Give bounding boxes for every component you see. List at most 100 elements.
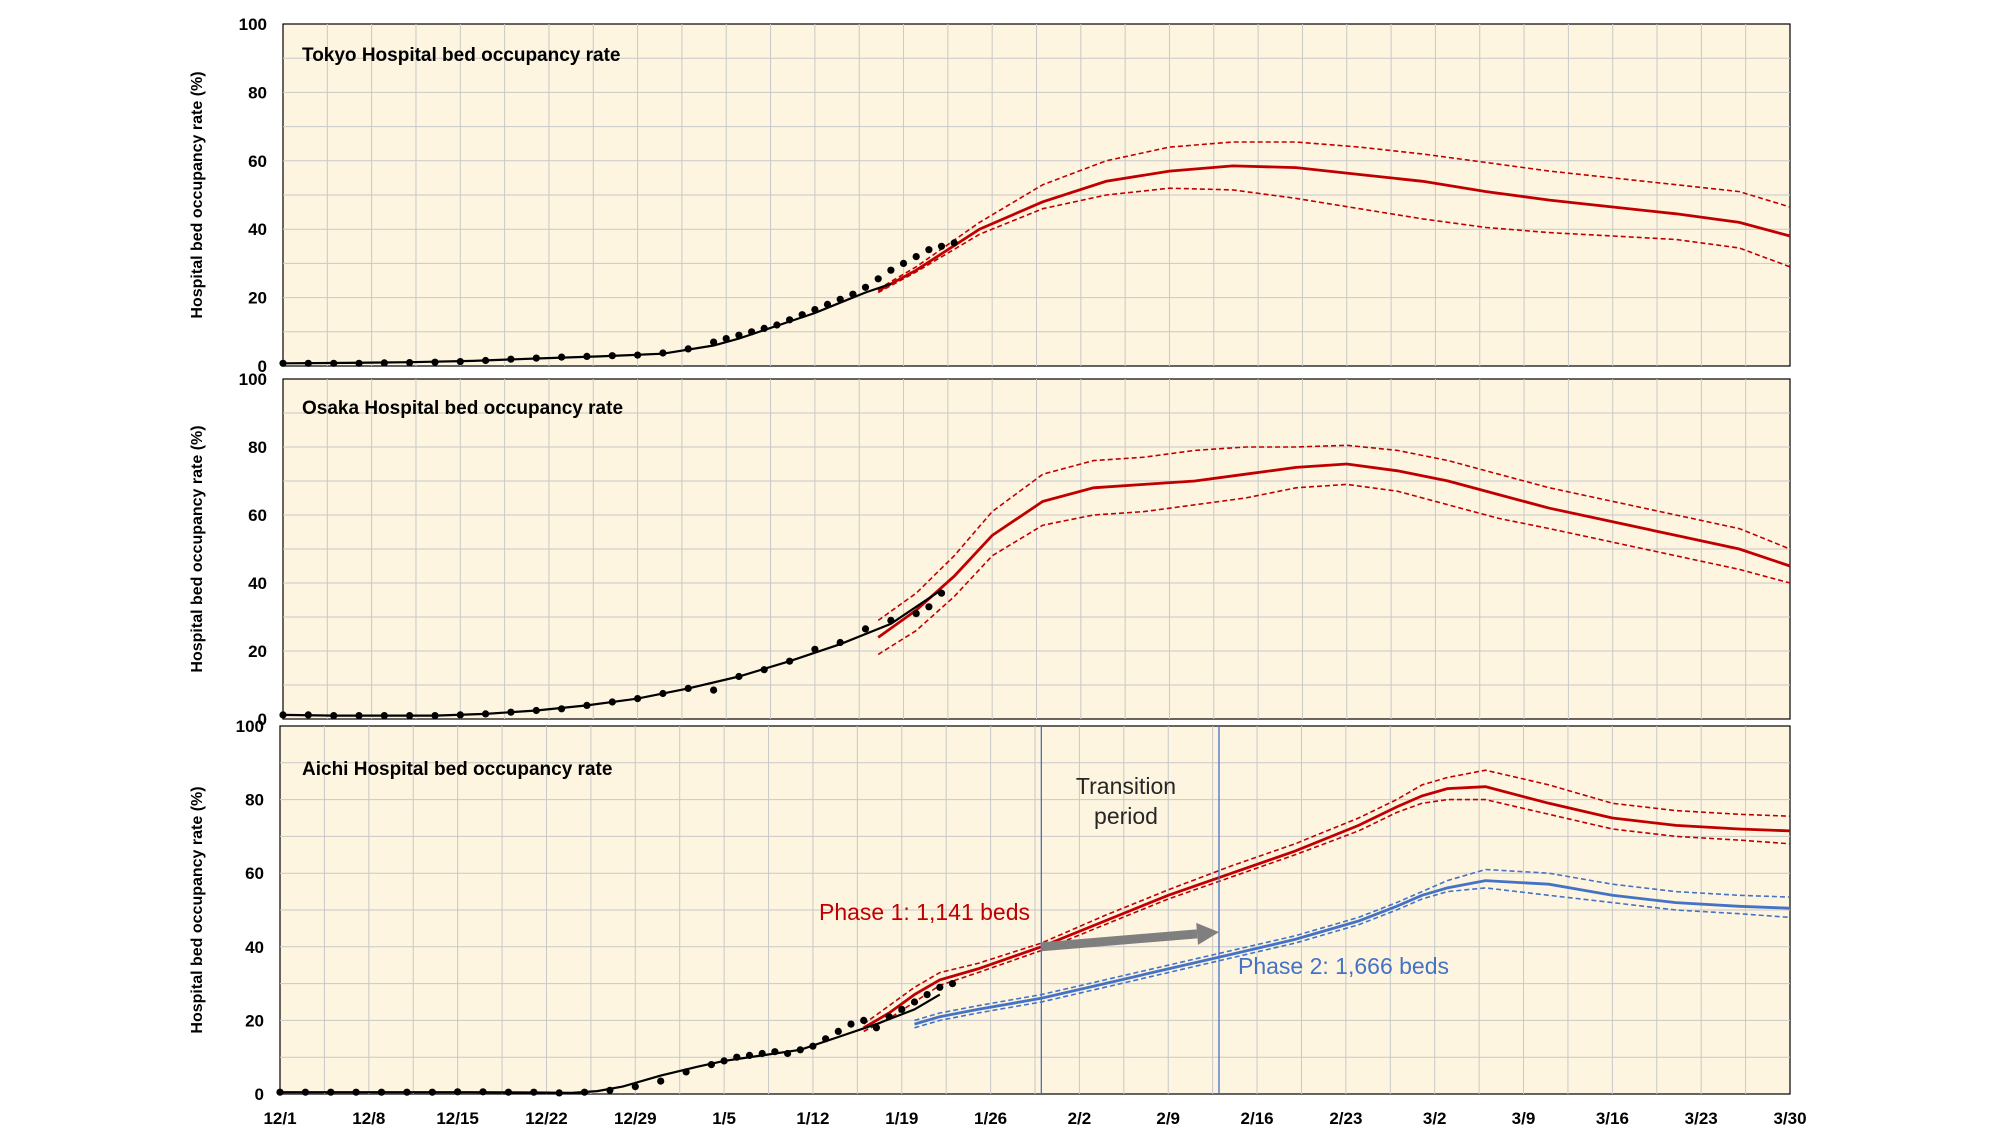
osaka-grid [283,379,1790,719]
observed-point [860,1016,868,1024]
observed-point [555,1089,563,1097]
confidence-bound-line [863,798,1791,1033]
observed-point [849,290,857,298]
observed-point [631,1083,639,1091]
phase1-label: Phase 1: 1,141 beds [819,899,1030,925]
y-tick-label: 40 [245,938,264,957]
y-tick-label: 80 [248,83,267,102]
x-tick-label: 12/15 [436,1109,479,1125]
observed-point [912,610,920,618]
observed-point [608,698,616,706]
observed-point [912,253,920,261]
observed-point [659,349,667,357]
observed-point [923,991,931,999]
y-tick-label: 0 [258,357,267,376]
y-tick-label: 80 [245,791,264,810]
observed-point [380,712,388,720]
observed-point [380,359,388,367]
observed-point [279,711,287,719]
observed-point [482,356,490,365]
observed-point [583,701,591,710]
aichi-grid [280,726,1790,1094]
projection-line [877,164,1791,293]
confidence-bound-line [863,769,1791,1025]
observed-point [796,1046,804,1054]
observed-point [733,1053,741,1061]
observed-point [532,706,540,715]
y-tick-label: 100 [236,717,264,736]
x-tick-label: 2/16 [1241,1109,1274,1125]
observed-point [606,1086,614,1094]
observed-point [406,359,414,367]
observed-point [936,983,944,991]
observed-point [482,710,490,718]
confidence-bound-line [877,483,1791,656]
observed-point [479,1088,487,1096]
observed-point [532,354,540,362]
observed-point [874,275,882,283]
y-tick-label: 40 [248,574,267,593]
observed-point [456,711,464,719]
x-tick-label: 12/8 [352,1109,385,1125]
x-tick-label: 1/26 [974,1109,1007,1125]
aichi-panel-title: Aichi Hospital bed occupancy rate [302,759,612,780]
observed-point [887,616,895,625]
aichi-marks [276,726,1791,1097]
y-tick-label: 60 [248,152,267,171]
confidence-bound-line [877,141,1791,290]
aichi-y-axis-label: Hospital bed occupancy rate (%) [189,786,206,1033]
observed-point [811,306,819,314]
observed-point [758,1049,766,1058]
projection-line [877,462,1791,639]
observed-point [773,321,781,329]
observed-point [634,351,642,359]
y-tick-label: 0 [258,710,267,729]
confidence-bound-line [914,887,1791,1029]
observed-point [722,335,730,343]
observed-point [355,359,363,367]
observed-point [304,711,312,719]
tokyo-y-ticks: 0 20 40 60 80 100 [239,15,267,376]
confidence-bound-line [877,187,1791,294]
phase2-label: Phase 2: 1,666 beds [1238,953,1449,979]
observed-point [330,712,338,720]
observed-point [748,328,756,336]
observed-point [558,705,566,713]
osaka-panel-title: Osaka Hospital bed occupancy rate [302,398,623,419]
observed-point [937,242,946,250]
x-tick-label: 12/29 [614,1109,657,1125]
observed-point [352,1088,360,1096]
observed-point [327,1088,335,1096]
x-tick-label: 1/19 [885,1109,918,1125]
observed-point [798,311,806,319]
observed-point [786,657,794,665]
observed-point [608,352,616,360]
y-tick-label: 20 [248,289,267,308]
y-tick-label: 60 [245,864,264,883]
y-tick-label: 40 [248,220,267,239]
tokyo-panel-title: Tokyo Hospital bed occupancy rate [302,45,621,66]
observed-point [786,316,794,324]
observed-point [580,1088,589,1096]
observed-point [431,358,439,366]
y-tick-label: 60 [248,506,267,525]
observed-point [279,359,287,367]
x-tick-label: 3/16 [1596,1109,1629,1125]
projection-line [914,879,1791,1026]
observed-point [406,712,414,720]
observed-point [330,359,338,367]
observed-point [659,689,667,698]
x-tick-label: 12/1 [263,1109,296,1125]
observed-point [304,359,312,367]
observed-point [710,338,718,346]
observed-point [887,266,895,274]
x-tick-label: 2/23 [1329,1109,1362,1125]
y-tick-label: 100 [239,370,267,389]
observed-point [684,345,692,353]
observed-point [504,1088,512,1096]
observed-point [720,1057,728,1065]
x-tick-label: 2/9 [1156,1109,1180,1125]
tokyo-grid [283,24,1790,366]
x-tick-label: 1/5 [712,1109,736,1125]
